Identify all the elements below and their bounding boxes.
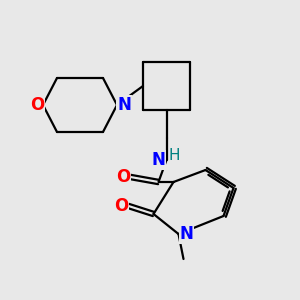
- Text: O: O: [114, 197, 129, 215]
- Text: N: N: [180, 225, 194, 243]
- Text: N: N: [117, 96, 131, 114]
- Text: O: O: [116, 168, 130, 186]
- Text: O: O: [30, 96, 44, 114]
- Text: N: N: [152, 151, 165, 169]
- Text: H: H: [169, 148, 180, 164]
